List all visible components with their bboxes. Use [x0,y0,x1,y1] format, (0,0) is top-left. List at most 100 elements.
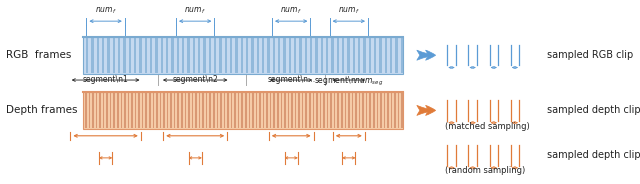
Bar [216,93,218,128]
Bar [83,37,403,74]
Bar [362,93,364,128]
Bar [401,93,403,128]
Bar [123,38,125,73]
Bar [383,93,385,128]
Bar [259,93,261,128]
Bar [294,38,296,73]
Bar [287,93,289,128]
Bar [369,38,371,73]
Bar [316,93,317,128]
Text: Depth frames: Depth frames [6,105,78,115]
Bar [277,93,278,128]
Bar [219,38,221,73]
Bar [241,38,243,73]
Bar [103,93,104,128]
Bar [231,93,232,128]
Bar [117,93,118,128]
Bar [319,93,321,128]
Bar [129,38,131,73]
Bar [174,93,175,128]
Bar [252,93,253,128]
Bar [344,93,346,128]
Bar [305,93,307,128]
Bar [305,38,307,73]
Bar [358,38,360,73]
Bar [401,38,403,73]
Bar [390,38,392,73]
Bar [241,93,243,128]
Bar [177,93,179,128]
Text: segment\n...: segment\n... [267,75,316,84]
Bar [95,93,97,128]
Bar [127,93,129,128]
Bar [327,93,328,128]
Bar [309,93,310,128]
Bar [315,38,317,73]
Bar [321,38,323,73]
Bar [262,38,264,73]
Bar [150,38,152,73]
Bar [398,93,399,128]
Bar [298,93,300,128]
Bar [257,38,259,73]
Text: RGB  frames: RGB frames [6,50,72,60]
Bar [380,93,381,128]
Bar [302,93,303,128]
Bar [395,38,397,73]
Bar [291,93,293,128]
Bar [108,38,109,73]
Bar [373,93,374,128]
Bar [255,93,257,128]
Bar [337,38,339,73]
Text: (random sampling): (random sampling) [445,166,525,175]
Bar [187,38,189,73]
Bar [131,93,133,128]
Bar [193,38,195,73]
Bar [167,93,168,128]
Bar [387,93,388,128]
Bar [366,93,367,128]
Bar [145,93,147,128]
Bar [97,38,99,73]
Bar [188,93,189,128]
Bar [161,38,163,73]
Text: $num_f$: $num_f$ [95,6,116,16]
Bar [223,93,225,128]
Bar [120,93,122,128]
Bar [118,38,120,73]
Bar [273,93,275,128]
Bar [142,93,143,128]
Bar [234,93,236,128]
Bar [213,93,214,128]
Text: sampled depth clip: sampled depth clip [547,151,640,160]
Bar [135,93,136,128]
Bar [347,38,349,73]
Bar [181,93,182,128]
Bar [351,93,353,128]
Bar [225,38,227,73]
Bar [391,93,392,128]
Bar [337,93,339,128]
Bar [236,38,237,73]
Bar [202,93,204,128]
Bar [149,93,150,128]
Bar [209,38,211,73]
Bar [283,38,285,73]
Bar [134,38,136,73]
Bar [369,93,371,128]
Bar [270,93,271,128]
Bar [266,93,268,128]
Bar [106,93,108,128]
Bar [198,38,200,73]
Bar [355,93,356,128]
Bar [326,38,328,73]
Bar [268,38,269,73]
Bar [245,93,246,128]
Bar [284,93,285,128]
Bar [214,38,216,73]
Bar [85,93,86,128]
Bar [140,38,141,73]
Bar [138,93,140,128]
Bar [220,93,221,128]
Bar [209,93,211,128]
